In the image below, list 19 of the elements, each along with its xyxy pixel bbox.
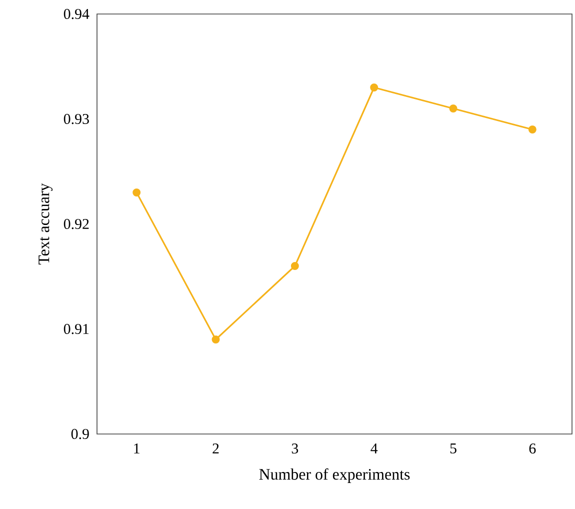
x-tick-label: 6 bbox=[529, 444, 536, 454]
point bbox=[449, 104, 458, 112]
x-tick-label: 1 bbox=[134, 444, 140, 454]
point bbox=[290, 262, 299, 270]
y-axis-title: Text accuary bbox=[38, 183, 53, 265]
y-tick-label: 0.94 bbox=[64, 8, 90, 20]
y-tick-label: 0.91 bbox=[64, 324, 89, 334]
point bbox=[370, 84, 378, 92]
y-tick-label: 0.9 bbox=[71, 428, 89, 440]
y-tick-label: 0.92 bbox=[64, 218, 89, 230]
x-axis-title: Number of experiments bbox=[259, 468, 410, 483]
x-tick-label: 3 bbox=[292, 444, 298, 454]
y-tick-label: 0.93 bbox=[64, 114, 89, 124]
x-tick-label: 4 bbox=[370, 444, 378, 454]
x-tick-label: 5 bbox=[450, 444, 456, 454]
point bbox=[132, 188, 141, 196]
point bbox=[528, 126, 536, 134]
point bbox=[212, 336, 220, 344]
x-tick-label: 2 bbox=[212, 444, 219, 454]
